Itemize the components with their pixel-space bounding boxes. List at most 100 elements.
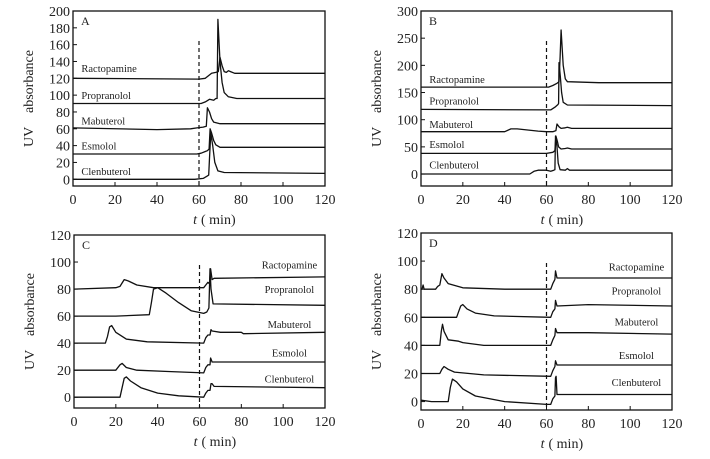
series-label: Ractopamine: [609, 263, 665, 274]
x-tick-label: 120: [315, 415, 336, 430]
x-tick-label: 0: [418, 417, 425, 432]
panel-b: 0 20 40 60 80 100 120 0 50 100 150 200 250 300 t( min)…: [370, 5, 683, 228]
y-tick-label: 60: [57, 310, 71, 325]
x-tick-label: 100: [620, 193, 641, 208]
series-label: Mabuterol: [81, 116, 125, 127]
series-ractopamine: [421, 270, 672, 290]
x-tick-label: 60: [192, 193, 206, 208]
y-tick-label: 300: [397, 5, 418, 20]
x-tick-label: 100: [273, 415, 294, 430]
x-tick-label: 40: [498, 417, 512, 432]
x-axis-label-var: t: [193, 213, 198, 228]
x-tick-label: 60: [193, 415, 207, 430]
series-mabuterol: [72, 107, 325, 131]
panel-d: 0 20 40 60 80 100 120 0 20 40 60 80 100 120 t( min) UV …: [370, 227, 683, 452]
x-axis-label-unit: ( min): [549, 437, 584, 452]
x-tick-label: 60: [540, 417, 554, 432]
y-tick-label: 20: [56, 156, 70, 171]
series-label: Mabuterol: [429, 120, 473, 131]
x-tick-label: 40: [151, 415, 165, 430]
y-axis-label: UV absorbance: [370, 50, 385, 147]
series-esmolol: [74, 357, 325, 374]
y-tick-label: 50: [404, 141, 418, 156]
series-clenbuterol: [421, 135, 672, 175]
y-tick-label: 160: [49, 39, 70, 54]
series-propranolol: [74, 268, 326, 317]
series-label: Esmolol: [81, 142, 116, 153]
x-tick-label: 20: [108, 193, 122, 208]
y-axis-label: UV absorbance: [23, 273, 38, 370]
y-tick-label: 40: [57, 337, 71, 352]
series-propranolol: [421, 299, 673, 318]
x-tick-label: 120: [662, 193, 683, 208]
y-tick-label: 0: [63, 173, 70, 188]
series-propranolol: [73, 18, 325, 105]
series-label: Propranolol: [429, 97, 479, 108]
x-tick-label: 80: [581, 417, 595, 432]
series-label: Ractopamine: [429, 75, 485, 86]
x-axis-label-unit: ( min): [202, 435, 237, 450]
series-propranolol: [420, 61, 673, 111]
series-ractopamine: [72, 56, 325, 80]
series-label: Mabuterol: [268, 320, 312, 331]
series-mabuterol: [421, 123, 672, 133]
x-tick-label: 120: [315, 193, 336, 208]
series-label: Propranolol: [612, 287, 662, 298]
x-tick-label: 40: [150, 193, 164, 208]
x-axis-label-unit: ( min): [201, 213, 236, 228]
series-label: Clenbuterol: [81, 167, 131, 178]
x-axis-label-unit: ( min): [549, 213, 584, 228]
y-tick-label: 200: [397, 59, 418, 74]
y-tick-label: 100: [50, 256, 71, 271]
y-tick-label: 60: [56, 123, 70, 138]
x-tick-label: 80: [581, 193, 595, 208]
panel-a: 0 20 40 60 80 100 1200204060801001201401601802…: [22, 5, 336, 228]
x-axis-label-var: t: [194, 435, 199, 450]
series-label: Ractopamine: [262, 261, 318, 272]
y-tick-label: 0: [411, 396, 418, 411]
y-tick-label: 0: [411, 168, 418, 183]
x-tick-label: 80: [234, 415, 248, 430]
series-label: Esmolol: [619, 351, 654, 362]
series-label: Propranolol: [265, 285, 315, 296]
series-esmolol: [421, 135, 672, 155]
panel-letter: A: [81, 14, 90, 28]
series-label: Clenbuterol: [265, 374, 315, 385]
y-tick-label: 100: [397, 255, 418, 270]
y-tick-label: 250: [397, 32, 418, 47]
x-tick-label: 80: [234, 193, 248, 208]
x-axis-label-var: t: [541, 437, 546, 452]
panel-letter: D: [429, 236, 438, 250]
y-tick-label: 20: [57, 364, 71, 379]
x-tick-label: 60: [540, 193, 554, 208]
y-tick-label: 120: [50, 229, 71, 244]
panel-letter: B: [429, 14, 437, 28]
x-tick-label: 40: [498, 193, 512, 208]
series-label: Clenbuterol: [429, 160, 479, 171]
x-tick-label: 100: [273, 193, 294, 208]
x-tick-label: 20: [456, 417, 470, 432]
y-tick-label: 80: [404, 283, 418, 298]
y-tick-label: 200: [49, 5, 70, 20]
y-tick-label: 150: [397, 87, 418, 102]
series-ractopamine: [73, 268, 326, 290]
y-tick-label: 0: [64, 391, 71, 406]
y-tick-label: 100: [49, 89, 70, 104]
y-tick-label: 80: [56, 106, 70, 121]
series-label: Ractopamine: [81, 64, 137, 75]
series-label: Propranolol: [81, 91, 131, 102]
x-tick-label: 0: [418, 193, 425, 208]
x-axis-label-var: t: [541, 213, 546, 228]
series-esmolol: [73, 128, 325, 155]
x-tick-label: 120: [662, 417, 683, 432]
series-label: Clenbuterol: [612, 378, 662, 389]
series-label: Mabuterol: [615, 318, 659, 329]
x-tick-label: 20: [109, 415, 123, 430]
y-axis-label: UV absorbance: [22, 50, 37, 147]
y-tick-label: 120: [397, 227, 418, 242]
series-mabuterol: [74, 324, 326, 344]
x-tick-label: 100: [620, 417, 641, 432]
y-tick-label: 100: [397, 114, 418, 129]
panel-letter: C: [82, 238, 90, 252]
